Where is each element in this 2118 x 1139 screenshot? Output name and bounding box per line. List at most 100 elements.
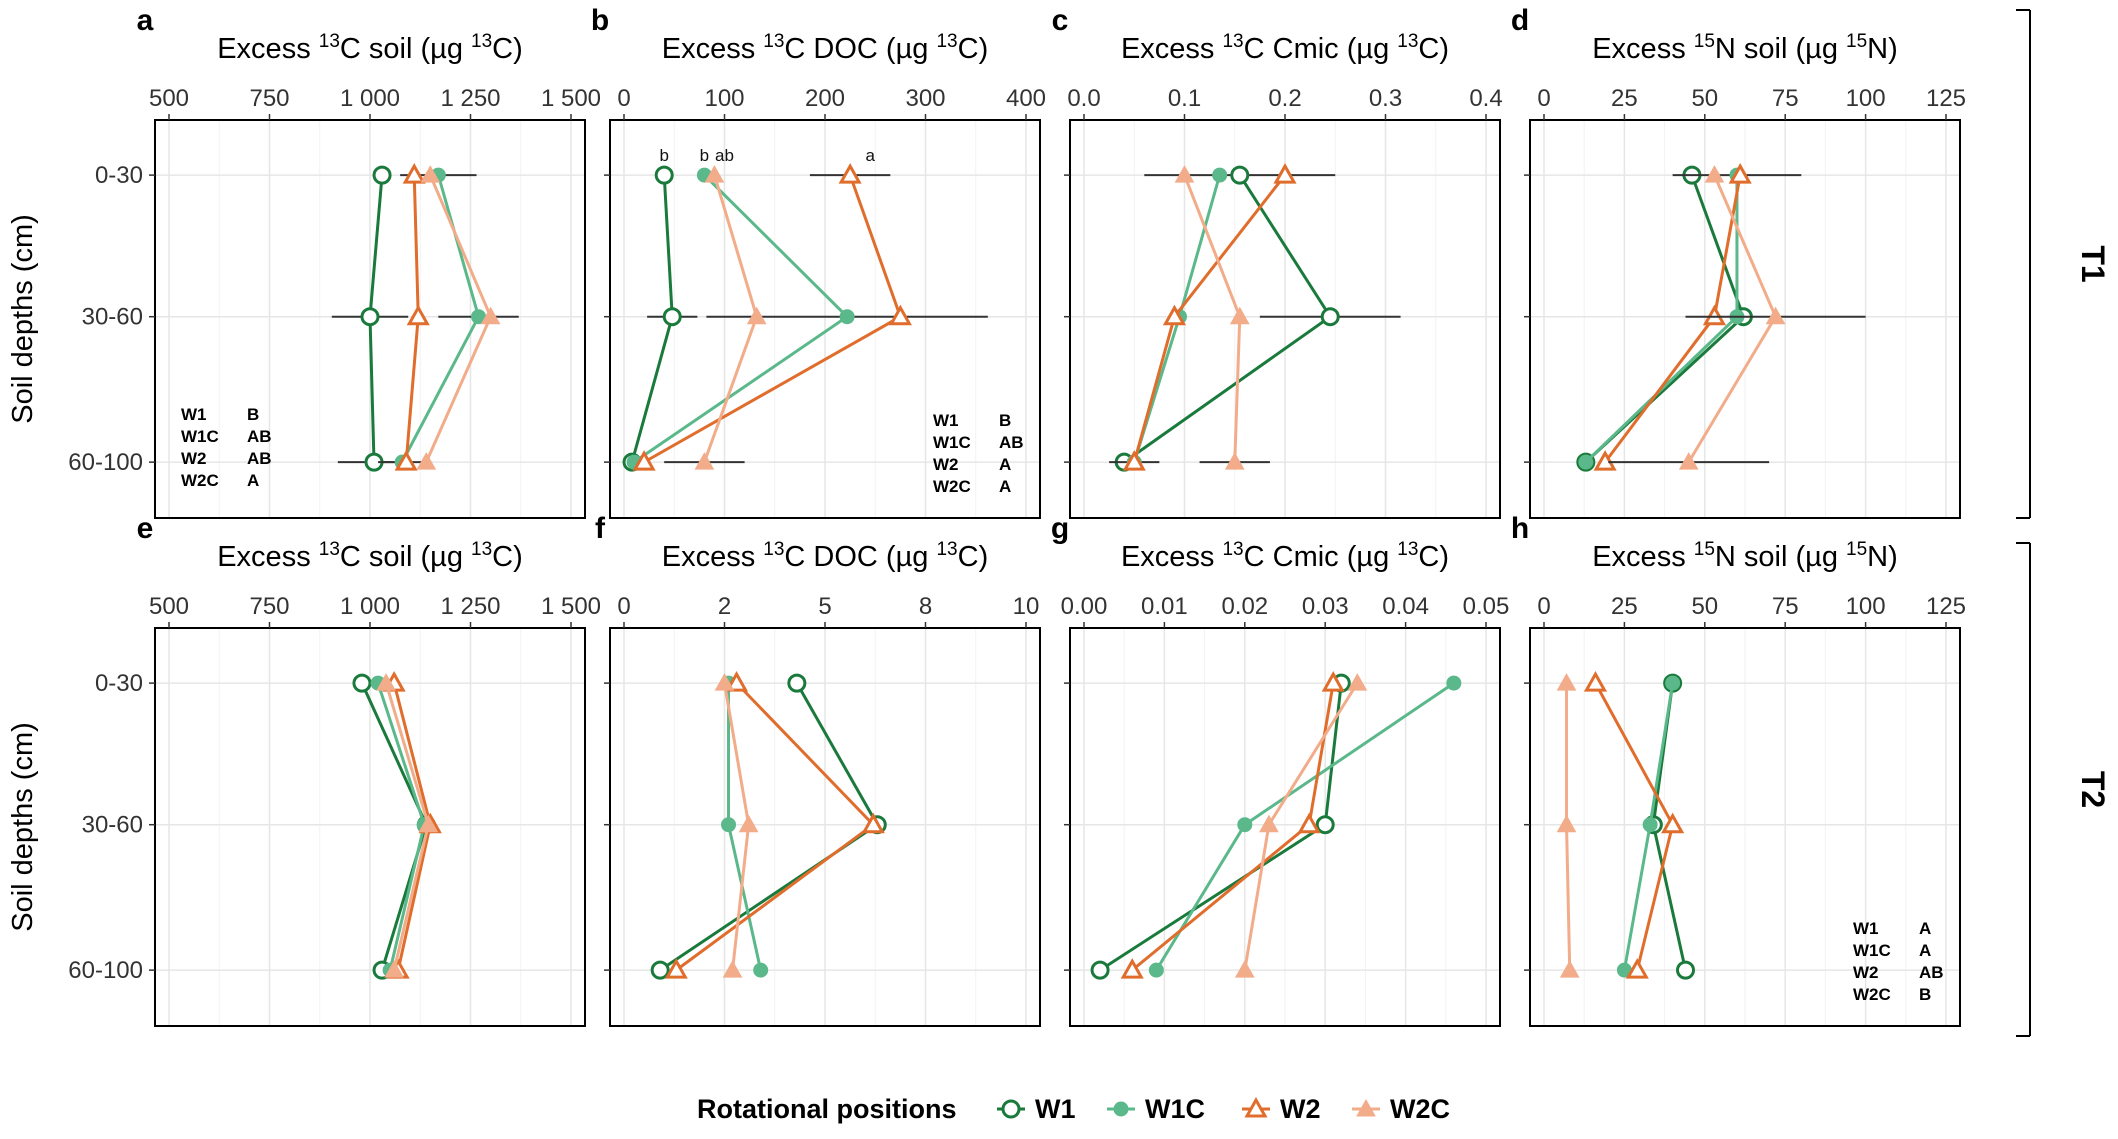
x-tick-label: 2 (718, 593, 731, 620)
title-superscript: 13 (319, 539, 340, 560)
title-superscript: 15 (1846, 31, 1867, 52)
panel-title: Excess 13C soil (µg 13C) (217, 539, 523, 573)
data-point-w2c (418, 814, 439, 833)
x-tick-label: 1 250 (440, 593, 500, 620)
x-tick-label: 0.4 (1469, 85, 1502, 112)
panel-letter: f (595, 512, 606, 545)
x-tick-label: 0 (617, 85, 630, 112)
stat-group-letter: A (1919, 919, 1931, 938)
stat-group-name: W1 (181, 405, 207, 424)
series-w2c (1608, 165, 1866, 470)
data-point-w1c (1237, 817, 1253, 833)
panel-title: Excess 15N soil (µg 15N) (1592, 539, 1898, 573)
data-point-w2 (1122, 450, 1146, 471)
legend-item-w2c: W2C (1352, 1094, 1450, 1124)
series-w1c (1616, 675, 1681, 978)
significance-letter: ab (715, 146, 734, 165)
x-tick-label: 100 (1846, 593, 1886, 620)
data-point-w1c (753, 962, 769, 978)
x-tick-label: 500 (149, 593, 189, 620)
x-tick-label: 50 (1691, 85, 1718, 112)
data-point-w2c (714, 673, 735, 691)
data-point-w2c (1224, 452, 1245, 470)
stat-group-name: W1C (933, 433, 971, 452)
title-text: Excess (662, 541, 764, 573)
y-tick-label: 60-100 (68, 957, 143, 984)
data-point-w2c (722, 960, 743, 978)
stat-group-letter: A (999, 455, 1011, 474)
stat-group-name: W2C (181, 471, 219, 490)
series-w2 (394, 163, 430, 471)
panel-letter: b (591, 4, 609, 37)
data-point-w2 (861, 812, 885, 834)
panel-title: Excess 13C DOC (µg 13C) (662, 539, 988, 573)
data-point-w1 (360, 307, 380, 327)
title-text: C) (958, 541, 989, 573)
data-point-w2 (402, 163, 426, 184)
data-point-w2 (888, 304, 912, 326)
stat-group-name: W1C (181, 427, 219, 446)
stat-group-name: W1C (1853, 941, 1891, 960)
series-w2c (376, 673, 439, 978)
title-text: Excess (217, 33, 319, 65)
strip-1: T1 (2016, 9, 2111, 519)
title-superscript: 13 (1397, 539, 1418, 560)
stat-group-letter: AB (999, 433, 1024, 452)
title-text: C soil (µg (340, 33, 471, 65)
title-text: C) (492, 541, 523, 573)
data-point-w2 (1321, 671, 1345, 692)
title-text: C DOC (µg (784, 541, 936, 573)
panel-g: 0.00 0.01 0.02 0.03 0.04 0.05 Excess 13C Cmic … (1051, 512, 1509, 1027)
series-w1 (1114, 165, 1401, 472)
series-w2 (664, 671, 885, 979)
plot-border (1529, 119, 1961, 519)
data-point-w2c (1259, 814, 1279, 833)
title-superscript: 13 (763, 31, 784, 52)
y-tick-label: 0-30 (95, 162, 143, 189)
x-tick-label: 750 (249, 593, 289, 620)
title-superscript: 13 (936, 539, 957, 560)
legend: Rotational positions W1 W1C W2 W2C (697, 1094, 1450, 1124)
legend-label: W2 (1280, 1094, 1321, 1124)
title-text: Excess (1592, 33, 1694, 65)
x-tick-label: 300 (905, 85, 945, 112)
data-point-w1c (1665, 675, 1681, 691)
stat-group-name: W2 (181, 449, 207, 468)
title-text: C) (958, 33, 989, 65)
data-point-w2c (416, 452, 437, 470)
x-tick-label: 1 000 (340, 85, 400, 112)
panel-title: Excess 13C DOC (µg 13C) (662, 31, 988, 65)
title-superscript: 13 (1222, 31, 1243, 52)
data-point-w2 (1625, 958, 1649, 979)
data-point-w1 (1676, 960, 1696, 980)
data-point-w2c (694, 452, 715, 470)
data-point-w2 (664, 958, 688, 979)
panel-title: Excess 15N soil (µg 15N) (1592, 31, 1898, 65)
x-tick-label: 1 250 (440, 85, 500, 112)
title-text: N) (1867, 33, 1898, 65)
x-tick-label: 400 (1006, 85, 1046, 112)
x-tick-label: 500 (149, 85, 189, 112)
significance-letter: a (865, 146, 875, 165)
title-text: N soil (µg (1715, 541, 1846, 573)
data-point-w2c (1704, 165, 1725, 183)
title-text: N soil (µg (1715, 33, 1846, 65)
data-point-w1c (1446, 675, 1462, 691)
series-w2 (632, 163, 912, 471)
data-point-w2 (1162, 304, 1187, 326)
stat-group-letter: AB (247, 427, 272, 446)
data-point-w2c (1234, 960, 1255, 978)
data-point-w1 (654, 165, 674, 185)
title-text: C) (1418, 541, 1449, 573)
data-point-w2c (704, 165, 725, 183)
legend-marker (1113, 1101, 1129, 1117)
data-point-w1c (1578, 454, 1594, 470)
title-text: C) (1418, 33, 1449, 65)
stat-group-name: W2 (1853, 963, 1879, 982)
plot-border (1529, 627, 1961, 1027)
x-tick-label: 1 000 (340, 593, 400, 620)
title-superscript: 15 (1694, 31, 1715, 52)
